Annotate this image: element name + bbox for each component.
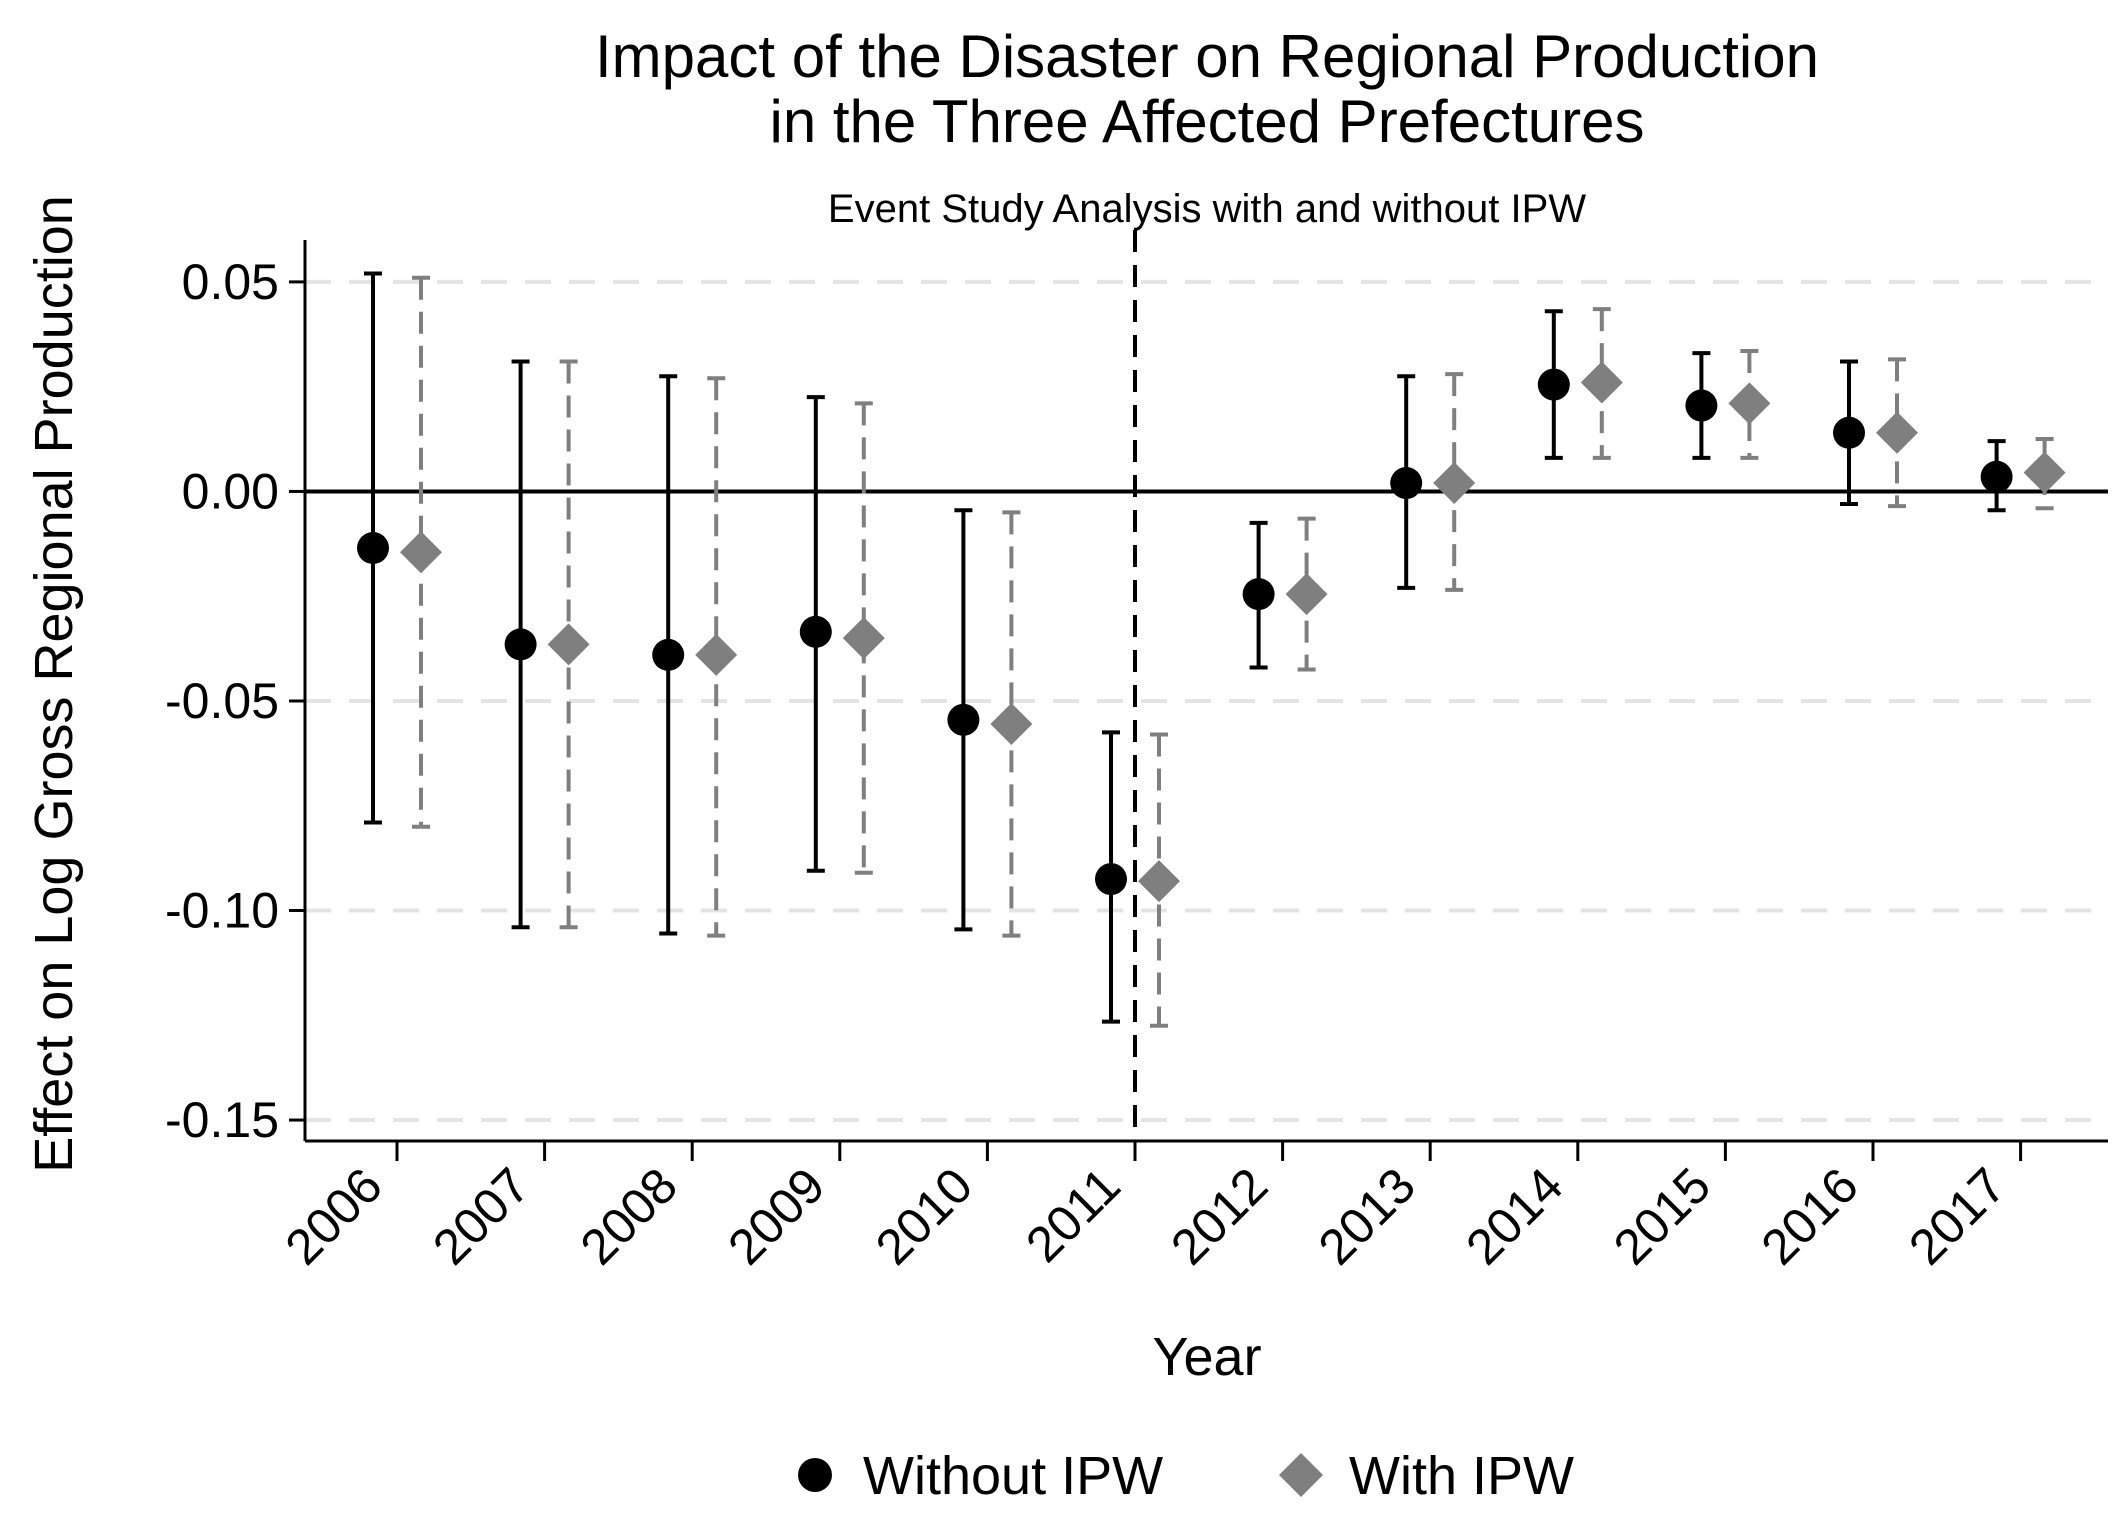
data-point	[1980, 460, 2013, 493]
data-point	[799, 615, 832, 648]
x-tick-label: 2013	[1308, 1157, 1426, 1275]
data-point	[1833, 416, 1865, 449]
chart-marks	[357, 271, 2066, 1028]
data-point	[947, 703, 980, 736]
x-tick-label: 2011	[1015, 1157, 1131, 1273]
y-tick-label: -0.10	[165, 883, 279, 939]
chart-title-line2: in the Three Affected Prefectures	[770, 88, 1645, 155]
data-point	[1876, 411, 1918, 454]
y-tick-label: -0.15	[165, 1092, 279, 1148]
data-point	[695, 633, 738, 676]
x-tick-label: 2008	[570, 1157, 688, 1275]
legend: Without IPW With IPW	[798, 1446, 1574, 1506]
y-axis-label: Effect on Log Gross Regional Production	[24, 195, 84, 1173]
data-point	[357, 532, 389, 565]
plot-area: 0.05 0.00 -0.05 -0.10 -0.15 2006 2007 2008 2009 2…	[165, 230, 2108, 1275]
x-tick-label: 2009	[717, 1157, 835, 1275]
data-point	[1537, 368, 1570, 401]
data-point	[842, 617, 885, 660]
data-point	[1242, 578, 1275, 611]
legend-label: With IPW	[1349, 1446, 1574, 1506]
legend-marker	[1279, 1453, 1323, 1497]
y-tick-label: 0.05	[182, 254, 279, 310]
legend-marker	[798, 1458, 832, 1492]
x-axis-label: Year	[1152, 1327, 1261, 1387]
x-tick-label: 2014	[1455, 1157, 1573, 1275]
y-tick-label: 0.00	[182, 463, 279, 519]
x-tick-label: 2007	[422, 1157, 540, 1275]
x-tick-label: 2010	[865, 1157, 983, 1275]
chart-title-line1: Impact of the Disaster on Regional Produ…	[595, 23, 1819, 90]
data-point	[1138, 860, 1180, 903]
data-point	[2023, 451, 2066, 494]
data-point	[990, 703, 1033, 746]
x-tick-label: 2012	[1160, 1157, 1278, 1275]
x-tick-label: 2015	[1603, 1157, 1721, 1275]
legend-label: Without IPW	[863, 1446, 1163, 1506]
x-tick-label: 2016	[1751, 1157, 1869, 1275]
data-point	[1580, 361, 1623, 404]
data-point	[652, 638, 685, 671]
data-point	[504, 628, 537, 661]
y-tick-label: -0.05	[165, 673, 279, 729]
data-point	[1728, 382, 1771, 425]
data-point	[1685, 389, 1718, 422]
data-point	[1433, 462, 1476, 505]
data-point	[1390, 467, 1423, 500]
chart-subtitle: Event Study Analysis with and without IP…	[828, 187, 1586, 231]
data-point	[400, 531, 442, 574]
data-point	[1285, 573, 1328, 616]
data-point	[1095, 863, 1127, 896]
data-point	[547, 623, 590, 666]
x-tick-label: 2017	[1898, 1157, 2016, 1275]
x-tick-label: 2006	[275, 1157, 393, 1275]
